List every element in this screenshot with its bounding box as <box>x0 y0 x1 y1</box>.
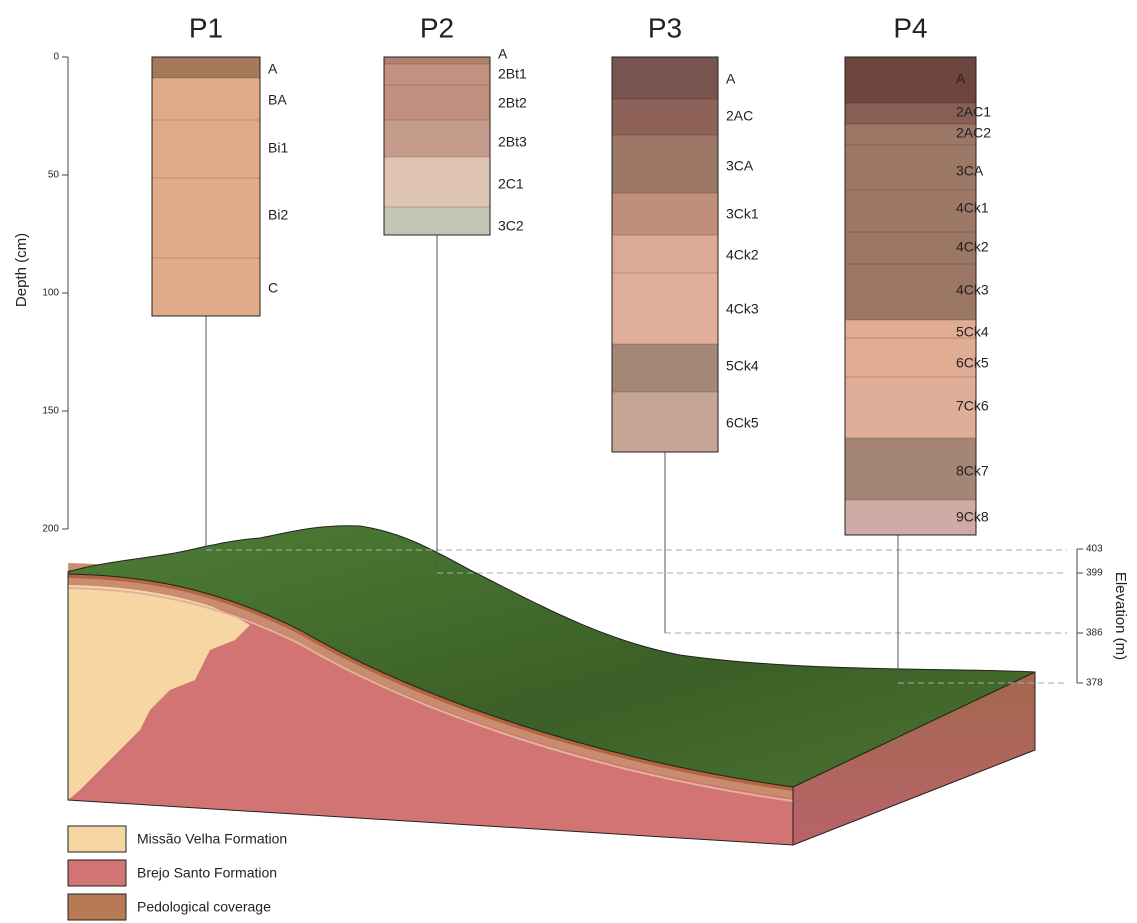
horizon-label: BA <box>268 92 287 108</box>
horizon-label: A <box>498 46 508 62</box>
horizon-label: 8Ck7 <box>956 463 989 479</box>
elevation-axis-label: Elevation (m) <box>1112 572 1129 660</box>
depth-tick-label: 50 <box>48 170 60 181</box>
horizon <box>384 207 490 235</box>
depth-tick-label: 200 <box>42 524 59 535</box>
depth-tick-label: 0 <box>53 52 59 63</box>
horizon-label: Bi2 <box>268 207 288 223</box>
depth-tick-label: 150 <box>42 406 59 417</box>
horizon-label: Bi1 <box>268 140 288 156</box>
legend-swatch <box>68 860 126 886</box>
horizon-label: 2AC2 <box>956 125 991 141</box>
terrain <box>68 526 1035 845</box>
profile-title: P2 <box>420 12 454 43</box>
horizon <box>384 120 490 157</box>
horizon-label: 9Ck8 <box>956 509 989 525</box>
horizon-label: A <box>268 61 278 77</box>
depth-tick-label: 100 <box>42 288 59 299</box>
legend-label: Brejo Santo Formation <box>137 865 277 881</box>
horizon-label: 3Ck1 <box>726 206 759 222</box>
profile-title: P4 <box>893 12 927 43</box>
horizon-label: 3C2 <box>498 218 524 234</box>
horizon-label: 4Ck2 <box>726 247 759 263</box>
horizon <box>384 57 490 64</box>
legend-label: Missão Velha Formation <box>137 831 287 847</box>
horizon <box>612 193 718 235</box>
profile-title: P3 <box>648 12 682 43</box>
horizon-label: 4Ck3 <box>956 282 989 298</box>
horizon-label: 7Ck6 <box>956 398 989 414</box>
horizon <box>612 57 718 99</box>
horizon <box>152 178 260 258</box>
elevation-tick-label: 378 <box>1086 678 1103 689</box>
horizon-label: 6Ck5 <box>956 355 989 371</box>
horizon <box>152 78 260 120</box>
horizon-label: 2C1 <box>498 176 524 192</box>
legend-label: Pedological coverage <box>137 899 271 915</box>
horizon-label: 5Ck4 <box>726 358 759 374</box>
horizon <box>612 235 718 273</box>
elevation-tick-label: 399 <box>1086 568 1103 579</box>
horizon <box>384 85 490 120</box>
horizon <box>152 258 260 316</box>
horizon-label: 2AC1 <box>956 104 991 120</box>
legend-swatch <box>68 826 126 852</box>
horizon-label: A <box>726 71 736 87</box>
horizon-label: A <box>956 71 966 87</box>
horizon-label: 3CA <box>726 158 754 174</box>
horizon-label: 2Bt3 <box>498 134 527 150</box>
horizon-label: 4Ck3 <box>726 301 759 317</box>
horizon-label: 6Ck5 <box>726 415 759 431</box>
horizon <box>384 64 490 85</box>
horizon <box>612 344 718 392</box>
horizon <box>612 392 718 452</box>
horizon-label: 5Ck4 <box>956 324 989 340</box>
horizon <box>384 157 490 207</box>
horizon-label: 4Ck2 <box>956 239 989 255</box>
horizon <box>612 99 718 135</box>
horizon-label: 4Ck1 <box>956 200 989 216</box>
horizon-label: 2Bt2 <box>498 95 527 111</box>
horizon-label: C <box>268 280 278 296</box>
legend-swatch <box>68 894 126 920</box>
horizon-label: 2Bt1 <box>498 66 527 82</box>
horizon <box>152 120 260 178</box>
elevation-tick-label: 386 <box>1086 628 1103 639</box>
horizon <box>152 57 260 78</box>
horizon-label: 2AC <box>726 108 753 124</box>
figure: Missão Velha Formation Brejo Santo Forma… <box>0 0 1137 923</box>
elevation-tick-label: 403 <box>1086 544 1103 555</box>
horizon <box>612 135 718 193</box>
profile-title: P1 <box>189 12 223 43</box>
horizon <box>612 273 718 344</box>
horizon-label: 3CA <box>956 163 984 179</box>
depth-axis-label: Depth (cm) <box>13 233 30 307</box>
